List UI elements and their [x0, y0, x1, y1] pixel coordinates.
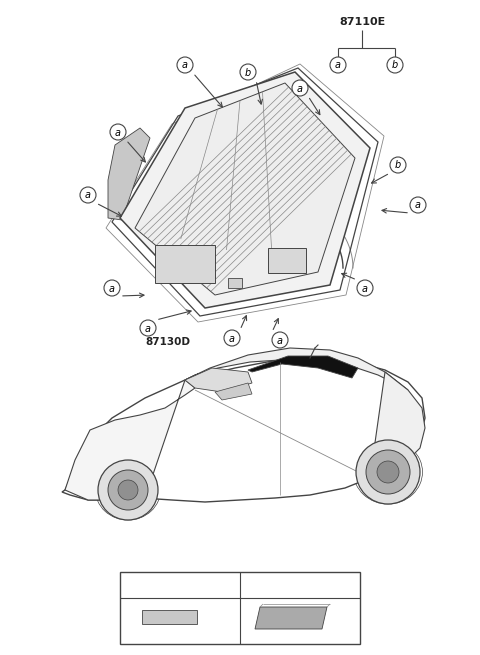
Circle shape	[80, 187, 96, 203]
Text: 87130D: 87130D	[145, 337, 191, 347]
Circle shape	[390, 157, 406, 173]
Circle shape	[110, 124, 126, 140]
Text: b: b	[245, 67, 251, 77]
Circle shape	[377, 461, 399, 483]
Text: b: b	[395, 160, 401, 170]
Circle shape	[129, 578, 143, 592]
Text: a: a	[145, 324, 151, 333]
Polygon shape	[255, 607, 327, 629]
Circle shape	[330, 57, 346, 73]
Polygon shape	[215, 383, 252, 400]
Text: a: a	[415, 200, 421, 210]
Circle shape	[387, 57, 403, 73]
Polygon shape	[185, 368, 252, 392]
Circle shape	[177, 57, 193, 73]
Text: a: a	[115, 128, 121, 138]
Text: a: a	[133, 580, 139, 591]
Text: a: a	[362, 284, 368, 293]
Text: b: b	[253, 580, 259, 591]
Circle shape	[356, 440, 420, 504]
Bar	[120, 572, 360, 644]
Polygon shape	[120, 72, 370, 308]
Text: 87110E: 87110E	[339, 17, 385, 27]
Circle shape	[272, 332, 288, 348]
Circle shape	[108, 470, 148, 510]
Circle shape	[249, 578, 263, 592]
Polygon shape	[62, 358, 425, 502]
Circle shape	[118, 480, 138, 500]
Circle shape	[98, 460, 158, 520]
Circle shape	[292, 80, 308, 96]
Circle shape	[104, 280, 120, 296]
Bar	[155, 245, 215, 283]
Text: 87864: 87864	[283, 580, 322, 590]
Bar	[142, 610, 197, 624]
Polygon shape	[185, 348, 408, 390]
Bar	[268, 248, 306, 273]
Circle shape	[410, 197, 426, 213]
Polygon shape	[370, 372, 425, 478]
Text: a: a	[335, 60, 341, 71]
Polygon shape	[108, 128, 150, 220]
Polygon shape	[135, 83, 355, 295]
Bar	[228, 278, 242, 288]
Text: a: a	[277, 335, 283, 345]
Circle shape	[357, 280, 373, 296]
Circle shape	[366, 450, 410, 494]
Text: a: a	[297, 83, 303, 94]
Text: a: a	[229, 333, 235, 343]
Text: a: a	[85, 191, 91, 200]
Polygon shape	[65, 380, 195, 500]
Text: a: a	[182, 60, 188, 71]
Circle shape	[224, 330, 240, 346]
Polygon shape	[248, 356, 358, 378]
Text: a: a	[109, 284, 115, 293]
Text: b: b	[392, 60, 398, 71]
Circle shape	[140, 320, 156, 336]
Circle shape	[240, 64, 256, 80]
Text: 86124D: 86124D	[166, 580, 214, 590]
